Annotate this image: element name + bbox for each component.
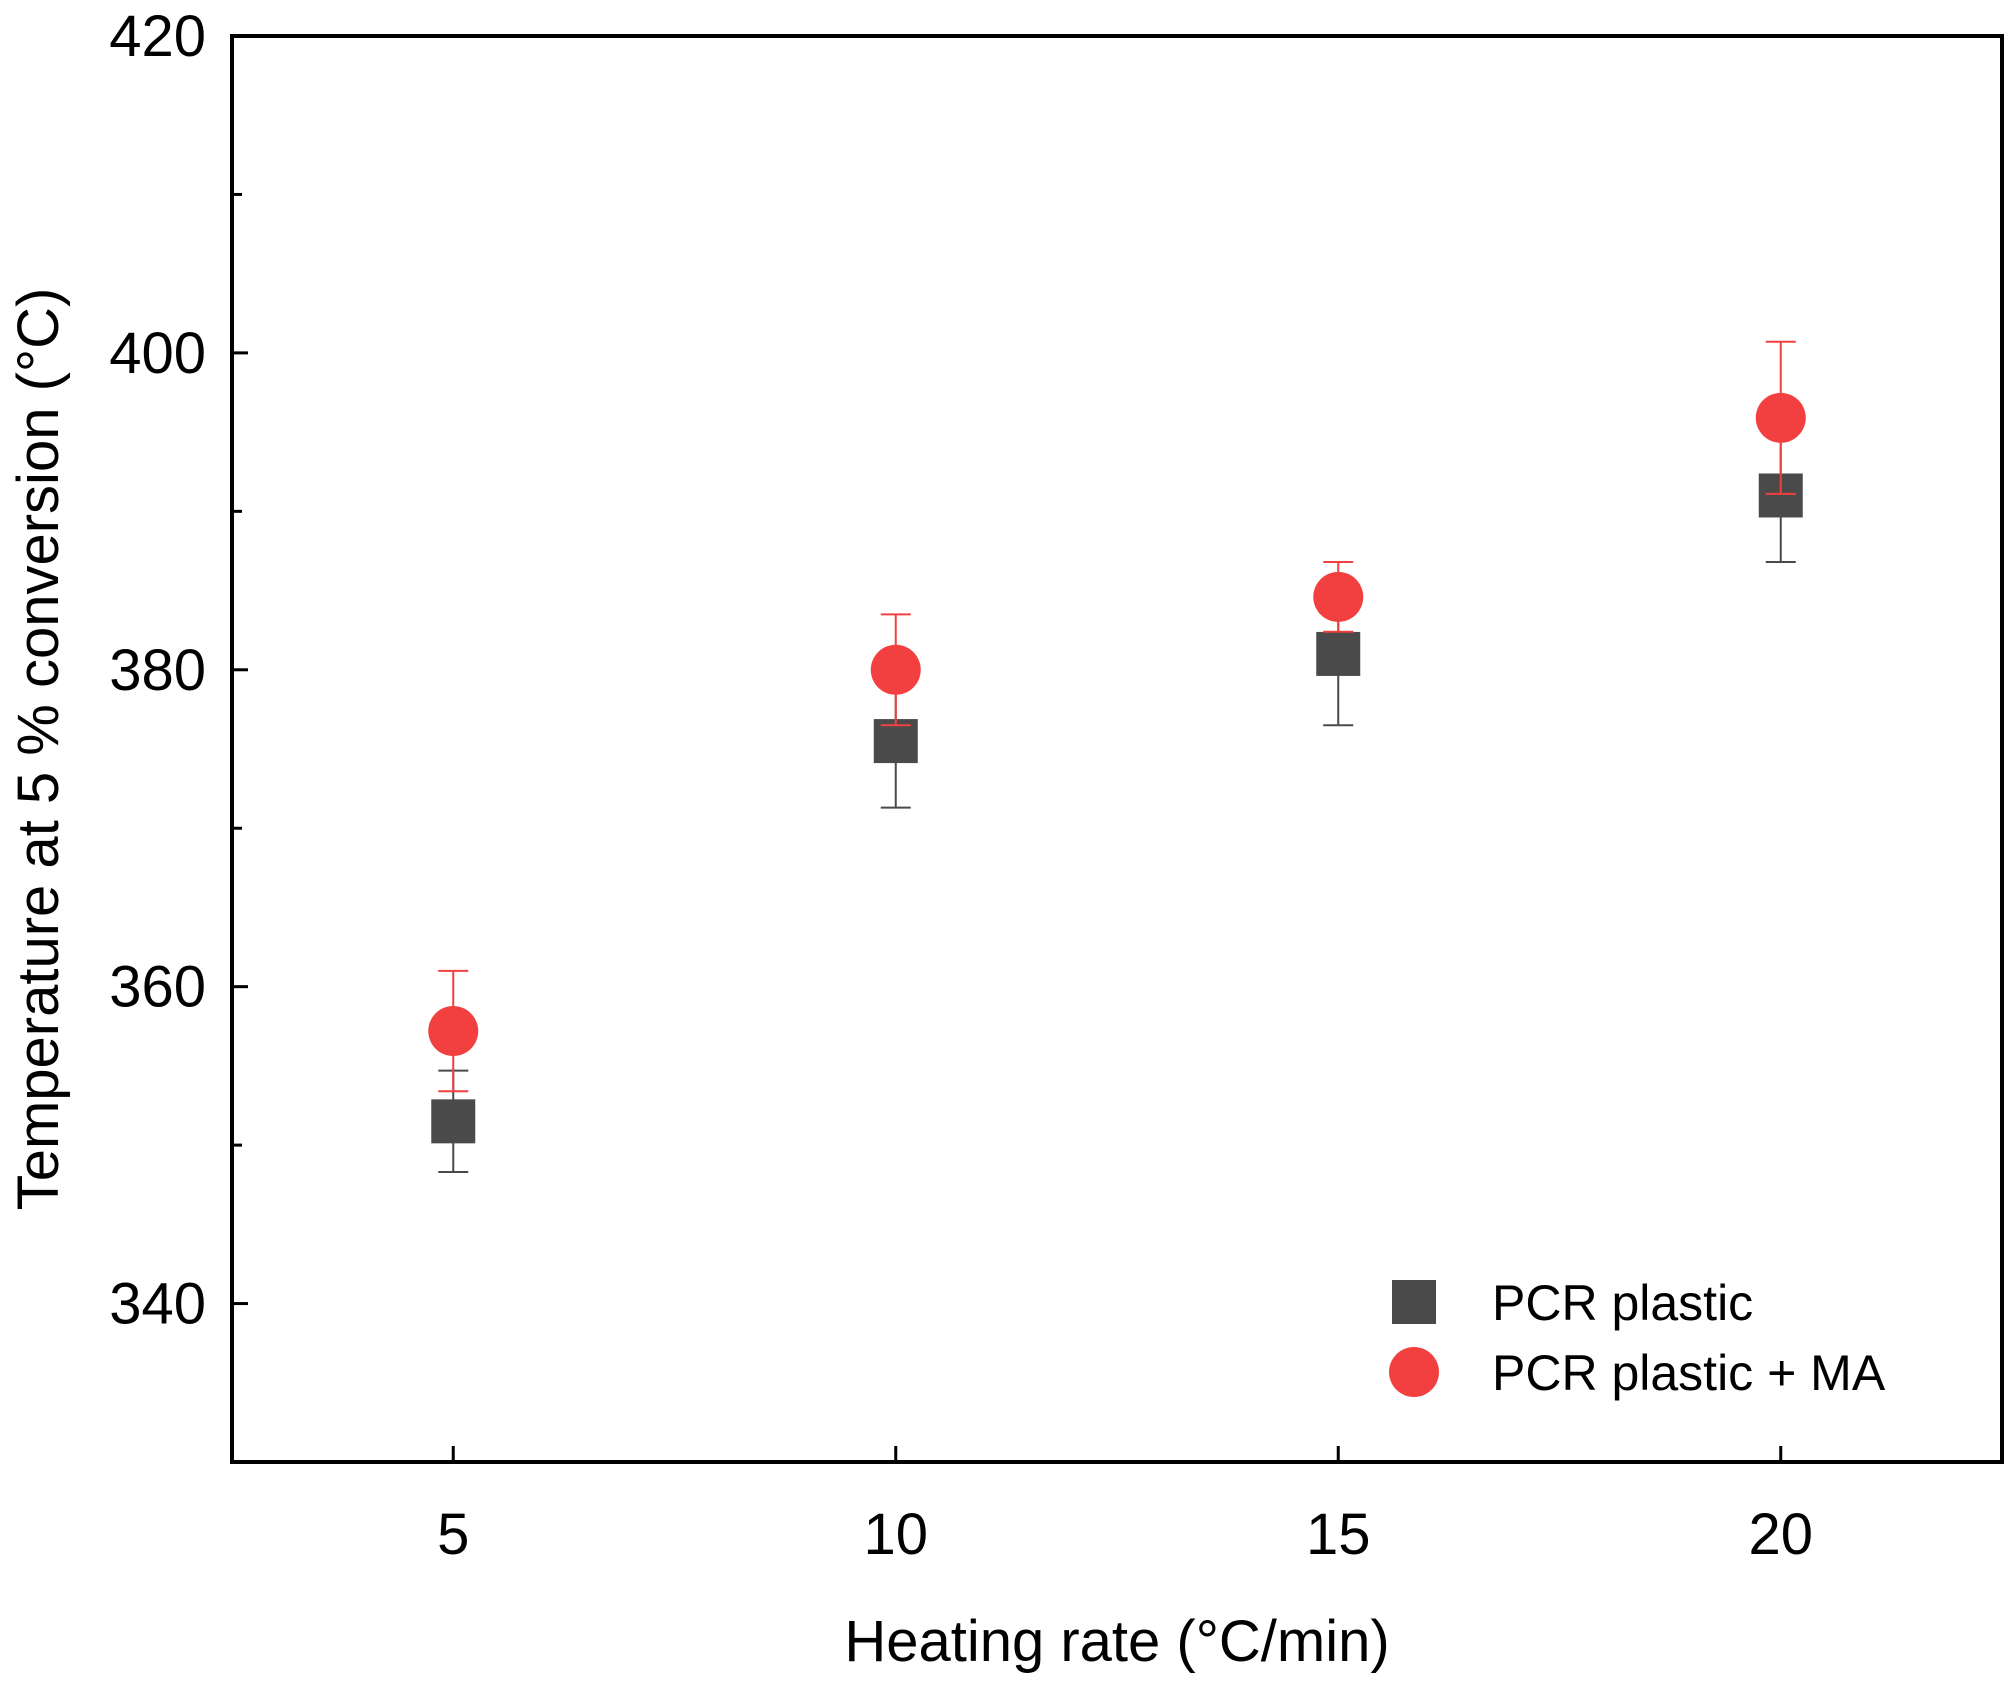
y-tick-label: 340 xyxy=(109,1272,206,1337)
x-tick-label: 10 xyxy=(863,1502,928,1567)
data-point-pcr-plastic xyxy=(1316,631,1361,676)
axes: 5 10 15 20 340 360 380 400 420 xyxy=(109,4,1813,1567)
legend: PCR plastic PCR plastic + MA xyxy=(1389,1275,1886,1401)
legend-marker-pcr-plastic-ma xyxy=(1389,1347,1439,1397)
x-axis-title: Heating rate (°C/min) xyxy=(844,1609,1389,1674)
data-marks xyxy=(428,340,1806,1174)
data-point-pcr-plastic-ma xyxy=(1755,392,1806,443)
legend-label-pcr-plastic-ma: PCR plastic + MA xyxy=(1492,1345,1886,1401)
data-point-pcr-plastic xyxy=(431,1099,476,1144)
plot-frame xyxy=(230,34,2004,1464)
x-tick-label: 5 xyxy=(437,1502,469,1567)
y-tick-label: 380 xyxy=(109,638,206,703)
data-point-pcr-plastic xyxy=(873,719,918,764)
x-tick-label: 15 xyxy=(1306,1502,1371,1567)
y-tick-label: 420 xyxy=(109,4,206,69)
x-tick-label: 20 xyxy=(1748,1502,1813,1567)
y-tick-label: 360 xyxy=(109,955,206,1020)
data-point-pcr-plastic-ma xyxy=(428,1006,479,1057)
data-point-pcr-plastic-ma xyxy=(870,644,921,695)
y-axis-title: Temperature at 5 % conversion (°C) xyxy=(6,288,71,1211)
legend-marker-pcr-plastic xyxy=(1392,1280,1436,1324)
y-tick-label: 400 xyxy=(109,321,206,386)
data-point-pcr-plastic-ma xyxy=(1313,571,1364,622)
legend-label-pcr-plastic: PCR plastic xyxy=(1492,1275,1753,1331)
